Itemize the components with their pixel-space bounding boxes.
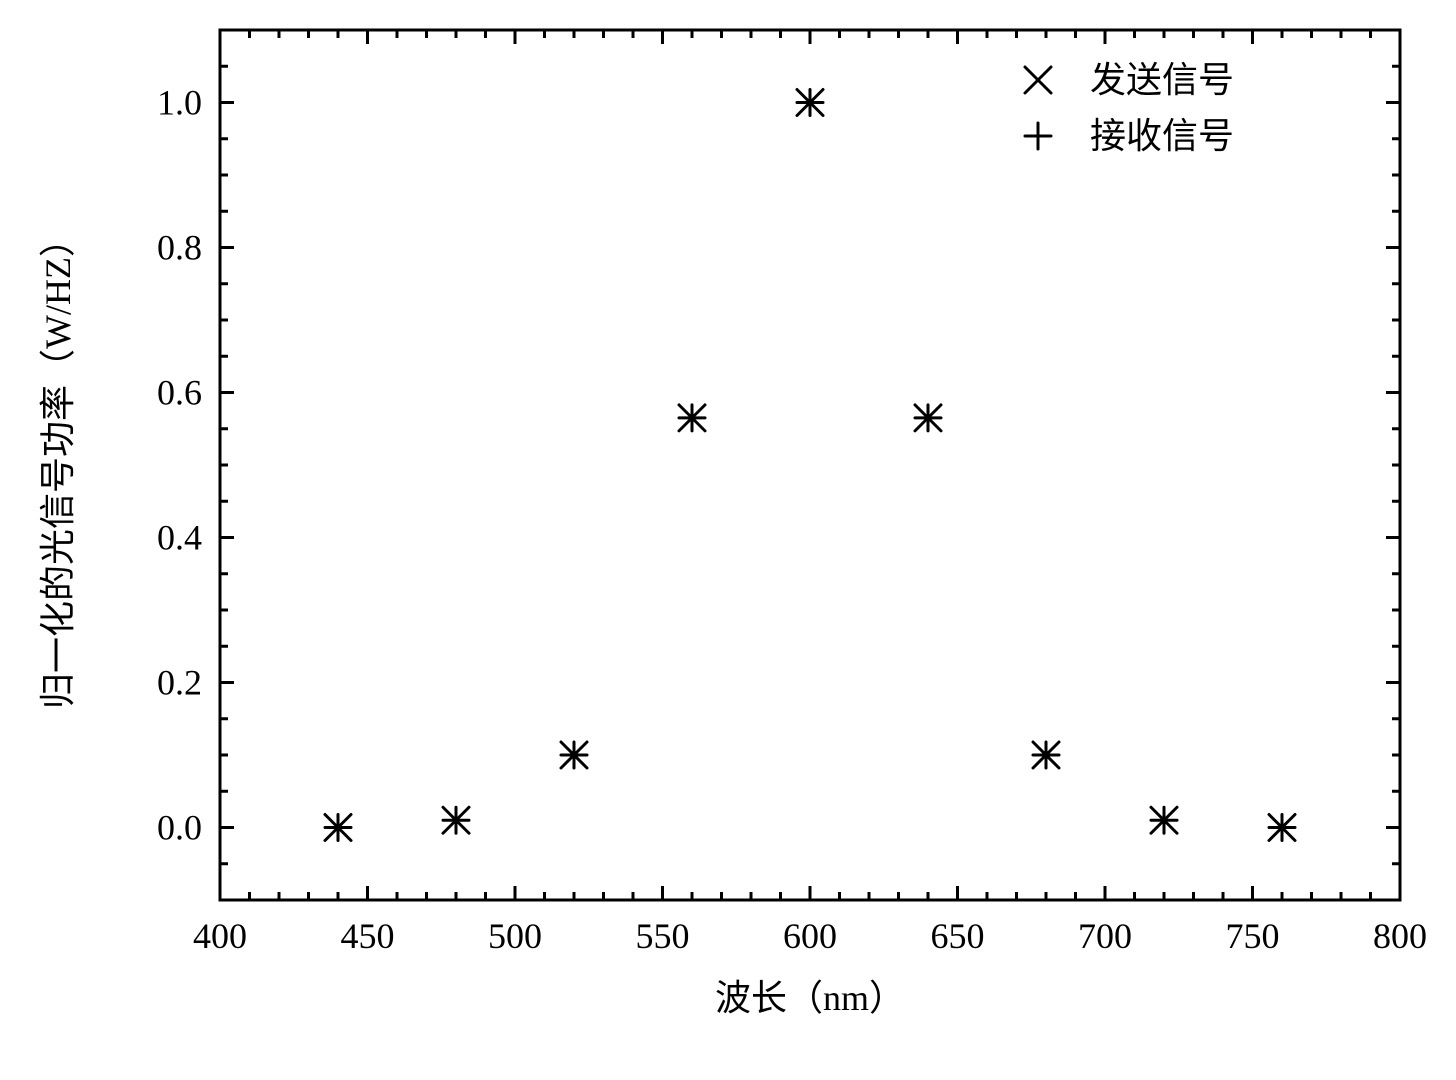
- x-axis-label: 波长（nm）: [715, 978, 905, 1018]
- x-tick-label: 800: [1373, 916, 1427, 956]
- y-tick-label: 0.4: [157, 518, 202, 558]
- x-tick-label: 700: [1078, 916, 1132, 956]
- scatter-chart: 400 450 500 550 600 650 700 750 800 0.0 0.2 0.4 0.6 0…: [0, 0, 1456, 1080]
- x-tick-label: 750: [1226, 916, 1280, 956]
- x-tick-label: 600: [783, 916, 837, 956]
- y-tick-label: 0.0: [157, 808, 202, 848]
- chart-container: 400 450 500 550 600 650 700 750 800 0.0 0.2 0.4 0.6 0…: [0, 0, 1456, 1080]
- y-tick-label: 0.8: [157, 228, 202, 268]
- x-tick-label: 400: [193, 916, 247, 956]
- y-axis-label: 归一化的光信号功率（W/HZ）: [38, 221, 78, 709]
- y-tick-label: 1.0: [157, 83, 202, 123]
- legend-label: 发送信号: [1090, 60, 1234, 100]
- x-tick-label: 450: [341, 916, 395, 956]
- x-tick-label: 550: [636, 916, 690, 956]
- y-tick-label: 0.6: [157, 373, 202, 413]
- x-tick-label: 650: [931, 916, 985, 956]
- x-tick-label: 500: [488, 916, 542, 956]
- y-tick-label: 0.2: [157, 663, 202, 703]
- legend-label: 接收信号: [1090, 116, 1234, 156]
